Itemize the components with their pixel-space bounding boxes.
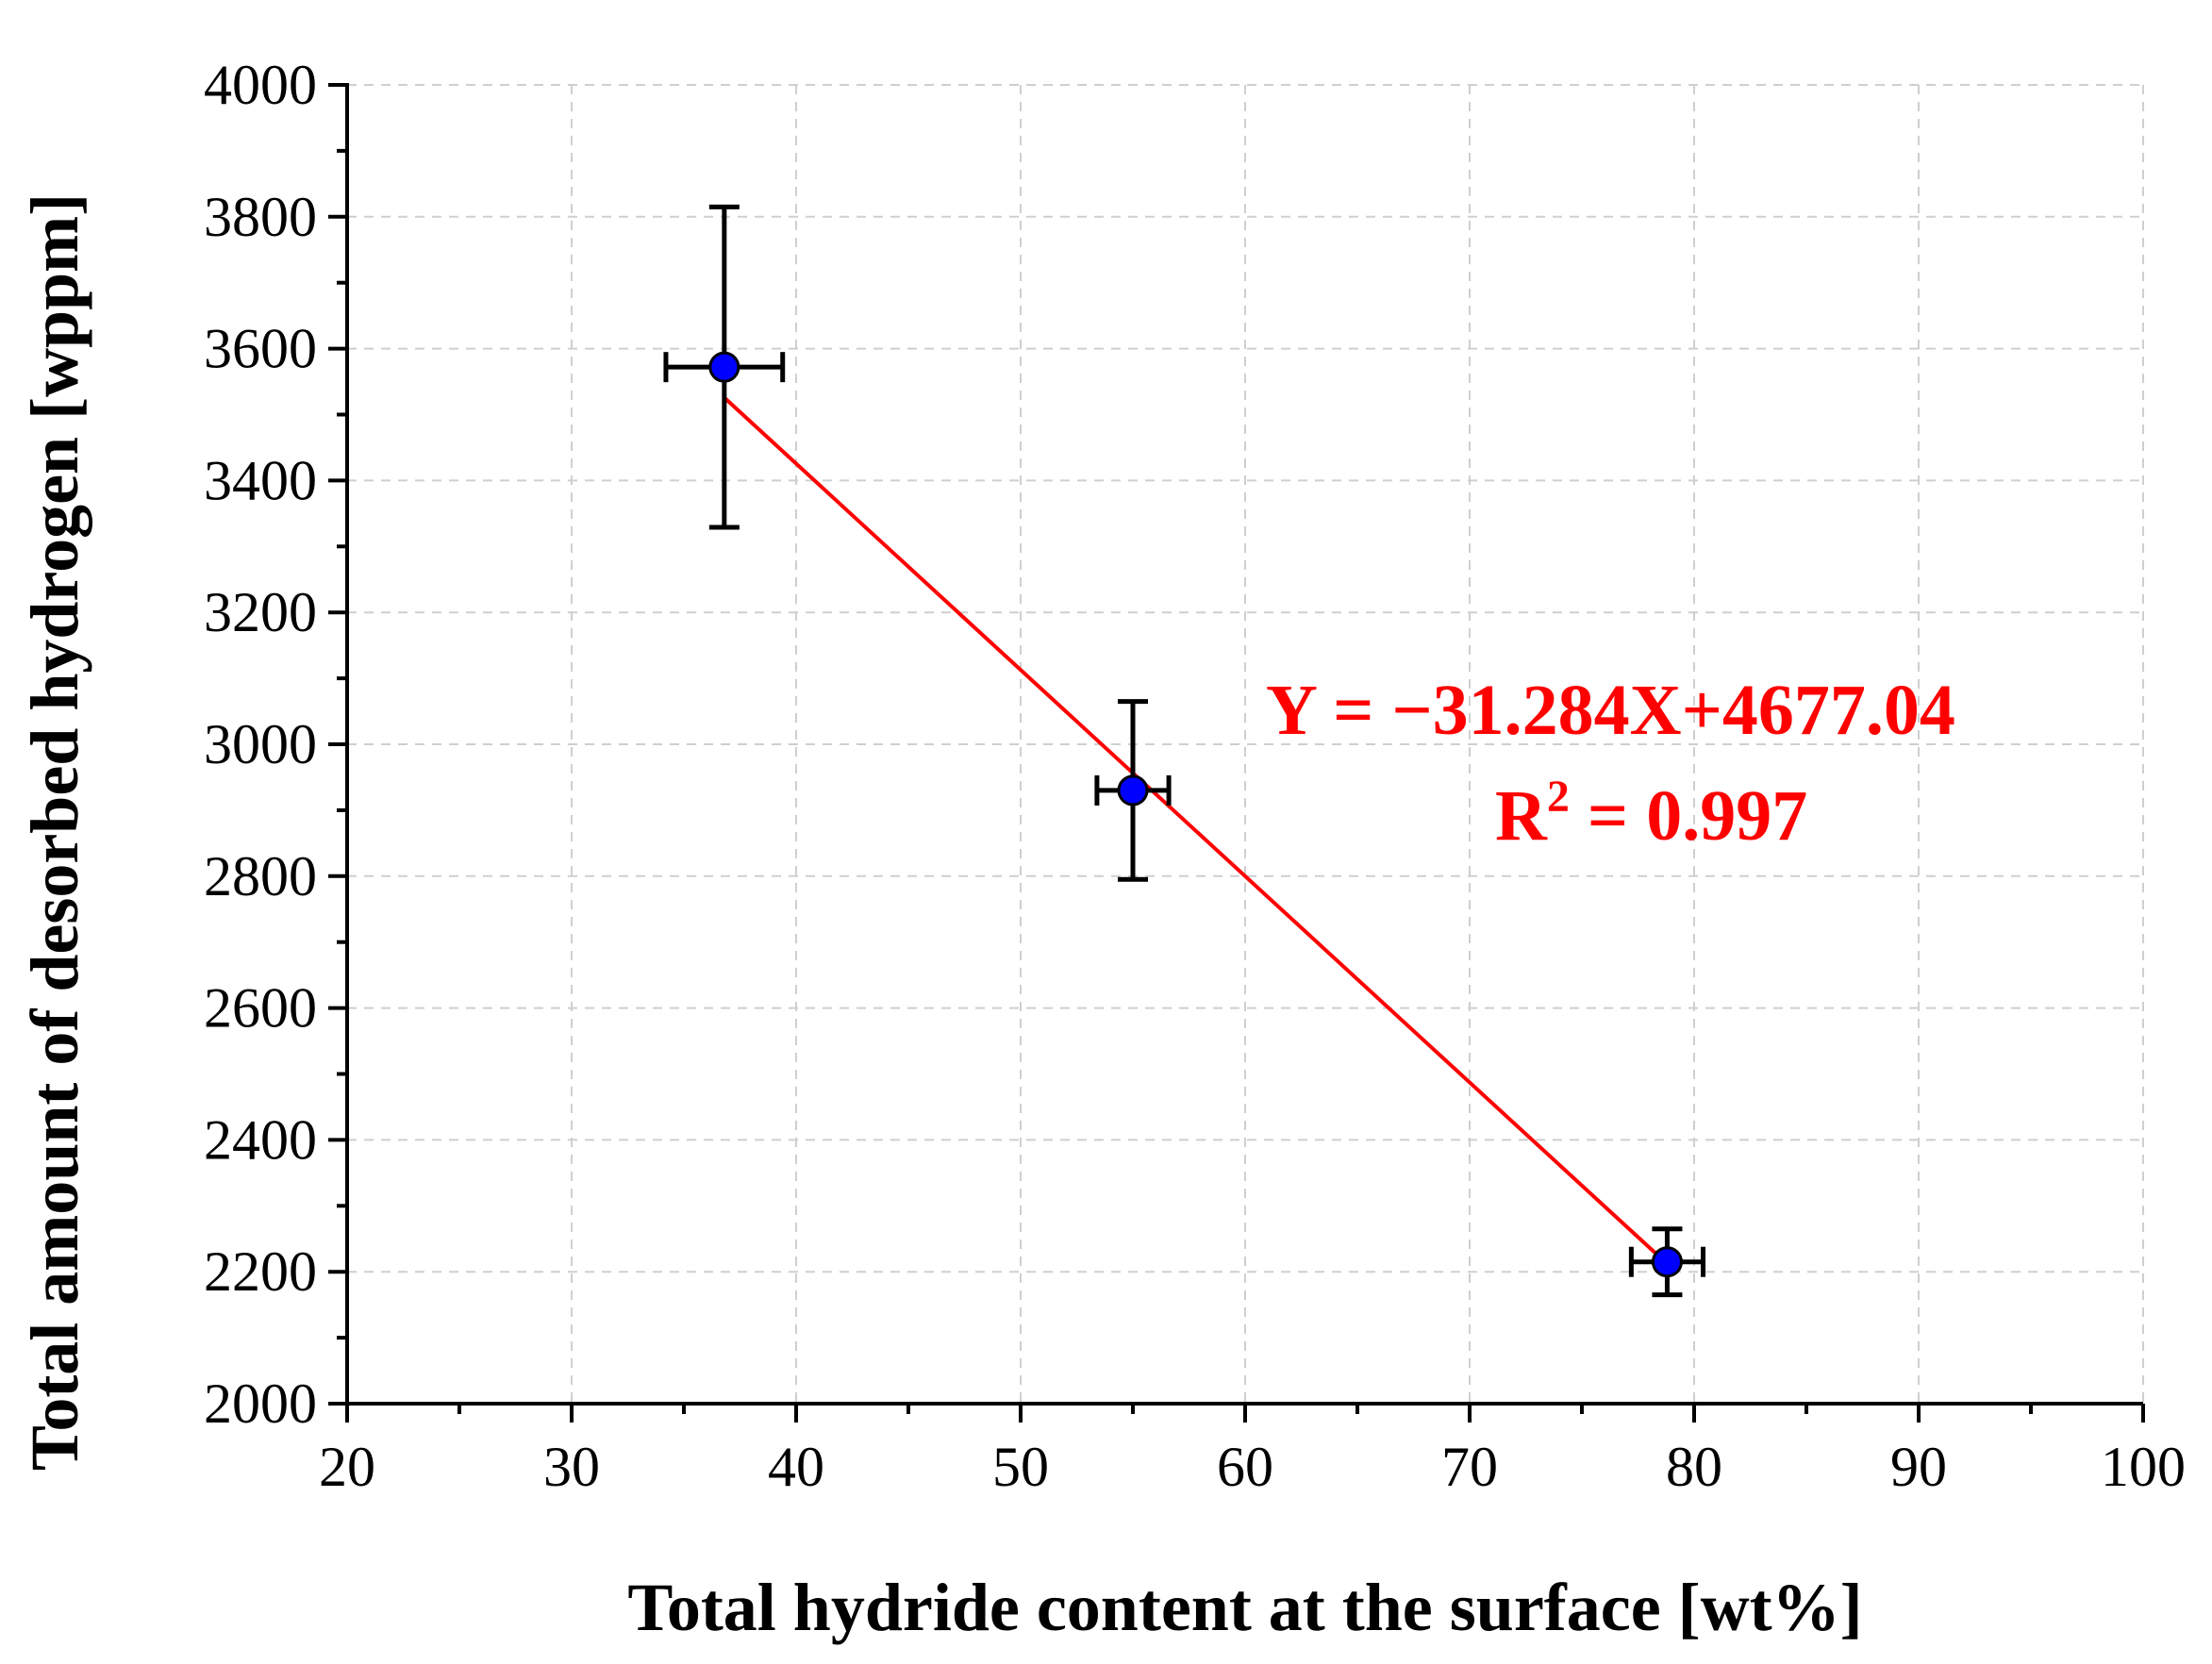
fit-line bbox=[723, 396, 1669, 1266]
x-axis-title: Total hydride content at the surface [wt… bbox=[627, 1570, 1862, 1645]
x-tick-label-50: 50 bbox=[992, 1436, 1049, 1498]
fit-equation: Y = −31.284X+4677.04 bbox=[1266, 671, 1955, 750]
x-tick-label-30: 30 bbox=[543, 1436, 600, 1498]
data-point-3 bbox=[1628, 1226, 1706, 1298]
ticks: 20 30 40 50 60 70 80 90 100 2000 2200 2400 2600 2800 3… bbox=[204, 54, 2186, 1498]
y-tick-label-3200: 3200 bbox=[204, 581, 317, 643]
r-squared-label: R2 = 0.997 bbox=[1495, 772, 1807, 856]
x-tick-label-80: 80 bbox=[1666, 1436, 1722, 1498]
y-axis-title: Total amount of desorbed hydrogen [wppm] bbox=[17, 193, 92, 1471]
y-tick-label-3400: 3400 bbox=[204, 449, 317, 511]
marker-2 bbox=[1117, 774, 1149, 807]
data-point-1 bbox=[663, 204, 786, 530]
y-tick-label-2800: 2800 bbox=[204, 845, 317, 907]
x-tick-label-40: 40 bbox=[768, 1436, 824, 1498]
r-squared-symbol: R bbox=[1495, 776, 1548, 856]
x-tick-label-70: 70 bbox=[1441, 1436, 1498, 1498]
y-tick-label-4000: 4000 bbox=[204, 54, 317, 116]
y-tick-label-2200: 2200 bbox=[204, 1240, 317, 1303]
data-layer bbox=[663, 204, 1706, 1298]
y-tick-label-2400: 2400 bbox=[204, 1108, 317, 1171]
r-squared-superscript: 2 bbox=[1547, 772, 1570, 822]
x-tick-label-60: 60 bbox=[1217, 1436, 1273, 1498]
data-point-2 bbox=[1094, 699, 1172, 882]
fit-layer bbox=[723, 396, 1669, 1266]
y-tick-label-3800: 3800 bbox=[204, 186, 317, 248]
y-tick-label-2000: 2000 bbox=[204, 1373, 317, 1435]
y-tick-label-2600: 2600 bbox=[204, 977, 317, 1040]
marker-1 bbox=[708, 351, 740, 383]
y-tick-label-3000: 3000 bbox=[204, 713, 317, 775]
x-tick-label-20: 20 bbox=[319, 1436, 375, 1498]
marker-3 bbox=[1651, 1246, 1683, 1278]
x-tick-label-100: 100 bbox=[2101, 1436, 2186, 1498]
grid-layer bbox=[347, 84, 2144, 1404]
x-tick-label-90: 90 bbox=[1890, 1436, 1947, 1498]
r-squared-value: = 0.997 bbox=[1570, 776, 1807, 856]
y-tick-label-3600: 3600 bbox=[204, 318, 317, 380]
